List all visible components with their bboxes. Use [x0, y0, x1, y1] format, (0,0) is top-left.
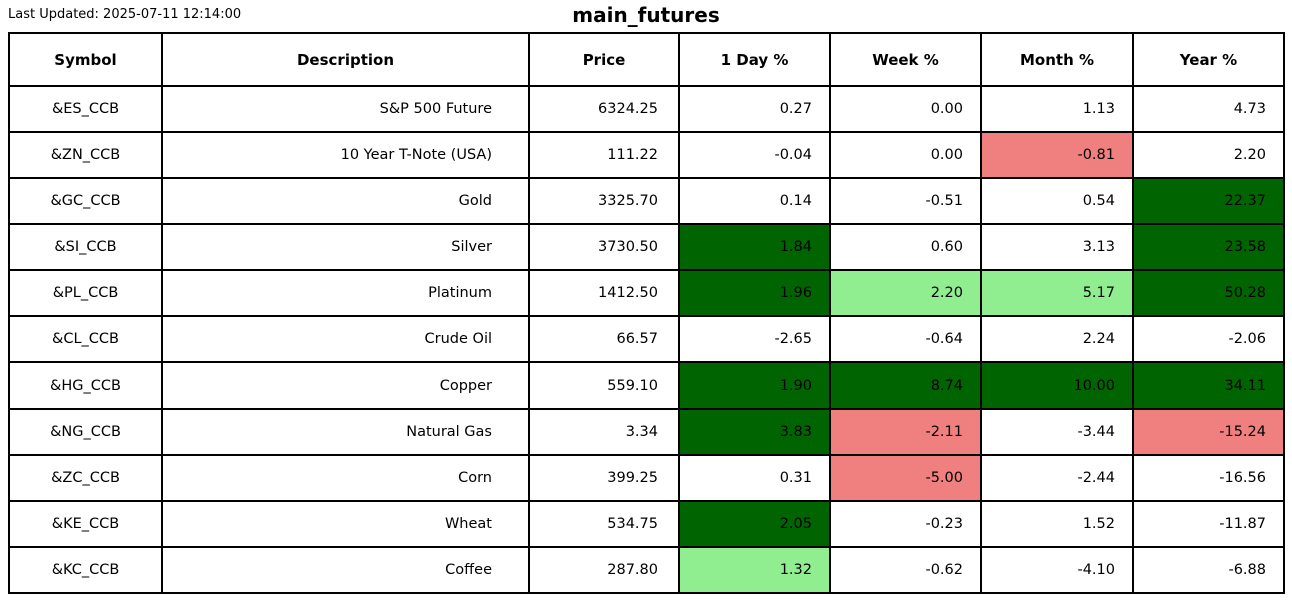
symbol-cell: &SI_CCB	[8, 223, 163, 272]
week-cell: 8.74	[829, 361, 982, 410]
price-cell: 3.34	[528, 407, 680, 456]
table-row: &NG_CCB Natural Gas 3.34 3.83 -2.11 -3.4…	[8, 407, 1285, 456]
symbol-cell: &KE_CCB	[8, 499, 163, 548]
year-cell: -16.56	[1132, 453, 1285, 502]
table-row: &PL_CCB Platinum 1412.50 1.96 2.20 5.17 …	[8, 269, 1285, 318]
symbol-cell: &ZN_CCB	[8, 131, 163, 180]
price-cell: 534.75	[528, 499, 680, 548]
month-cell: -0.81	[980, 131, 1134, 180]
description-cell: Crude Oil	[161, 315, 530, 364]
day1-cell: 3.83	[678, 407, 831, 456]
day1-cell: 0.27	[678, 84, 831, 134]
symbol-cell: &GC_CCB	[8, 177, 163, 226]
month-cell: -3.44	[980, 407, 1134, 456]
price-cell: 399.25	[528, 453, 680, 502]
month-cell: 2.24	[980, 315, 1134, 364]
year-cell: 22.37	[1132, 177, 1285, 226]
table-row: &ZC_CCB Corn 399.25 0.31 -5.00 -2.44 -16…	[8, 453, 1285, 502]
price-cell: 66.57	[528, 315, 680, 364]
week-cell: -0.51	[829, 177, 982, 226]
day1-cell: 1.96	[678, 269, 831, 318]
price-cell: 3730.50	[528, 223, 680, 272]
week-cell: -0.64	[829, 315, 982, 364]
symbol-cell: &HG_CCB	[8, 361, 163, 410]
column-header-month: Month %	[980, 32, 1134, 87]
description-cell: Wheat	[161, 499, 530, 548]
price-cell: 111.22	[528, 131, 680, 180]
table-row: &KE_CCB Wheat 534.75 2.05 -0.23 1.52 -11…	[8, 499, 1285, 548]
year-cell: 2.20	[1132, 131, 1285, 180]
month-cell: 5.17	[980, 269, 1134, 318]
week-cell: 0.60	[829, 223, 982, 272]
day1-cell: 0.31	[678, 453, 831, 502]
description-cell: Coffee	[161, 545, 530, 595]
table-row: &GC_CCB Gold 3325.70 0.14 -0.51 0.54 22.…	[8, 177, 1285, 226]
week-cell: -0.62	[829, 545, 982, 595]
description-cell: 10 Year T-Note (USA)	[161, 131, 530, 180]
symbol-cell: &NG_CCB	[8, 407, 163, 456]
description-cell: Silver	[161, 223, 530, 272]
year-cell: 50.28	[1132, 269, 1285, 318]
day1-cell: -0.04	[678, 131, 831, 180]
price-cell: 3325.70	[528, 177, 680, 226]
table-row: &KC_CCB Coffee 287.80 1.32 -0.62 -4.10 -…	[8, 545, 1285, 595]
day1-cell: 2.05	[678, 499, 831, 548]
column-header-symbol: Symbol	[8, 32, 163, 87]
year-cell: 4.73	[1132, 84, 1285, 134]
month-cell: -2.44	[980, 453, 1134, 502]
month-cell: 3.13	[980, 223, 1134, 272]
price-cell: 1412.50	[528, 269, 680, 318]
day1-cell: 1.32	[678, 545, 831, 595]
price-cell: 559.10	[528, 361, 680, 410]
year-cell: 34.11	[1132, 361, 1285, 410]
year-cell: -6.88	[1132, 545, 1285, 595]
day1-cell: 0.14	[678, 177, 831, 226]
month-cell: 0.54	[980, 177, 1134, 226]
week-cell: 0.00	[829, 131, 982, 180]
header-row: Symbol Description Price 1 Day % Week % …	[8, 32, 1285, 87]
day1-cell: 1.84	[678, 223, 831, 272]
table-row: &CL_CCB Crude Oil 66.57 -2.65 -0.64 2.24…	[8, 315, 1285, 364]
day1-cell: 1.90	[678, 361, 831, 410]
day1-cell: -2.65	[678, 315, 831, 364]
year-cell: 23.58	[1132, 223, 1285, 272]
column-header-price: Price	[528, 32, 680, 87]
price-cell: 287.80	[528, 545, 680, 595]
last-updated-text: Last Updated: 2025-07-11 12:14:00	[8, 7, 242, 22]
description-cell: Platinum	[161, 269, 530, 318]
table-row: &ES_CCB S&P 500 Future 6324.25 0.27 0.00…	[8, 84, 1285, 134]
year-cell: -11.87	[1132, 499, 1285, 548]
column-header-1day: 1 Day %	[678, 32, 831, 87]
year-cell: -15.24	[1132, 407, 1285, 456]
month-cell: 1.52	[980, 499, 1134, 548]
description-cell: Natural Gas	[161, 407, 530, 456]
price-cell: 6324.25	[528, 84, 680, 134]
week-cell: -5.00	[829, 453, 982, 502]
week-cell: -0.23	[829, 499, 982, 548]
futures-table: Symbol Description Price 1 Day % Week % …	[8, 32, 1285, 595]
table-row: &HG_CCB Copper 559.10 1.90 8.74 10.00 34…	[8, 361, 1285, 410]
page-title: main_futures	[572, 3, 720, 27]
symbol-cell: &CL_CCB	[8, 315, 163, 364]
description-cell: Copper	[161, 361, 530, 410]
week-cell: 0.00	[829, 84, 982, 134]
year-cell: -2.06	[1132, 315, 1285, 364]
month-cell: -4.10	[980, 545, 1134, 595]
column-header-week: Week %	[829, 32, 982, 87]
symbol-cell: &PL_CCB	[8, 269, 163, 318]
column-header-description: Description	[161, 32, 530, 87]
table-row: &ZN_CCB 10 Year T-Note (USA) 111.22 -0.0…	[8, 131, 1285, 180]
week-cell: 2.20	[829, 269, 982, 318]
symbol-cell: &KC_CCB	[8, 545, 163, 595]
description-cell: Corn	[161, 453, 530, 502]
description-cell: Gold	[161, 177, 530, 226]
symbol-cell: &ES_CCB	[8, 84, 163, 134]
symbol-cell: &ZC_CCB	[8, 453, 163, 502]
table-row: &SI_CCB Silver 3730.50 1.84 0.60 3.13 23…	[8, 223, 1285, 272]
description-cell: S&P 500 Future	[161, 84, 530, 134]
month-cell: 1.13	[980, 84, 1134, 134]
week-cell: -2.11	[829, 407, 982, 456]
month-cell: 10.00	[980, 361, 1134, 410]
column-header-year: Year %	[1132, 32, 1285, 87]
